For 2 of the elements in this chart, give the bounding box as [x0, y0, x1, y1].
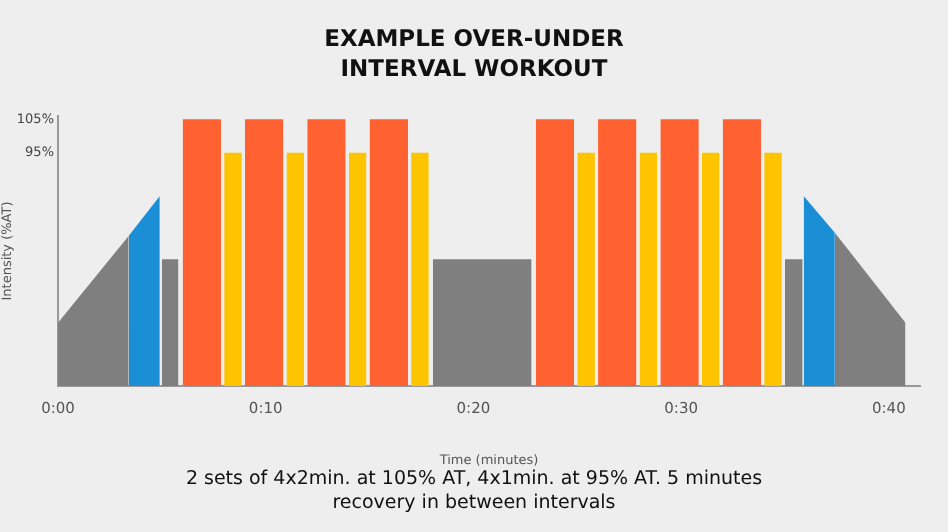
text: 2 sets of 4x2min. at 105% AT, 4x1min. at 95% AT. 5 minutes recovery in between intervals: [183, 468, 765, 516]
chart-title: EXAMPLE OVER-UNDER INTERVAL WORKOUT: [322, 24, 626, 84]
